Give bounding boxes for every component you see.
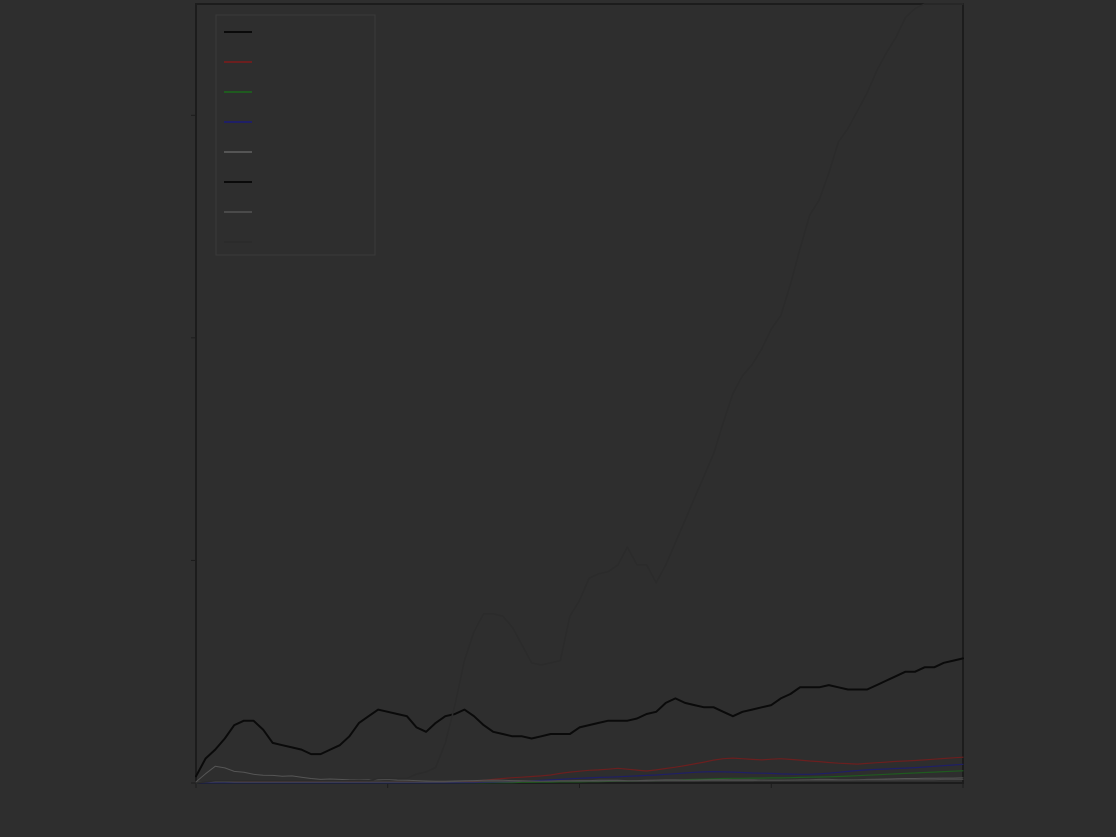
legend-entries [224, 31, 252, 243]
axis-ticks [191, 114, 964, 788]
series-line-6 [195, 778, 964, 783]
legend-box [215, 14, 376, 256]
series-layer [195, 3, 964, 784]
series-line-3 [195, 763, 964, 784]
legend [215, 14, 376, 256]
series-line-7 [195, 3, 964, 784]
series-line-5 [195, 657, 964, 778]
